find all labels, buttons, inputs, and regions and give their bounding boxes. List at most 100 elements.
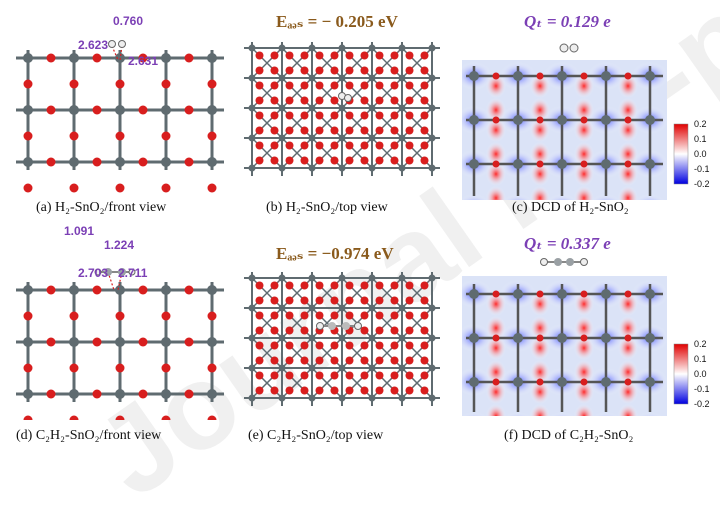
sn-atom bbox=[428, 134, 436, 142]
o-atom bbox=[420, 51, 429, 60]
o-atom bbox=[375, 96, 384, 105]
sn-atom bbox=[557, 71, 567, 81]
o-atom bbox=[375, 311, 384, 320]
o-atom bbox=[330, 341, 339, 350]
o-atom bbox=[360, 51, 369, 60]
caption-a: (a) H₂-SnO₂/front view bbox=[36, 200, 167, 215]
c-atom bbox=[342, 322, 350, 330]
sn-atom bbox=[469, 377, 479, 387]
dcd-map-f bbox=[462, 258, 667, 416]
o-atom bbox=[390, 141, 399, 150]
sn-atom bbox=[338, 164, 346, 172]
sn-atom bbox=[278, 164, 286, 172]
o-atom bbox=[536, 160, 544, 168]
o-atom bbox=[315, 66, 324, 75]
red-accumulation-lobe bbox=[574, 292, 594, 316]
sn-atom bbox=[338, 74, 346, 82]
o-atom bbox=[270, 66, 279, 75]
sn-atom bbox=[398, 164, 406, 172]
o-atom bbox=[360, 311, 369, 320]
sn-atom bbox=[557, 159, 567, 169]
o-atom bbox=[375, 371, 384, 380]
sn-atom bbox=[645, 289, 655, 299]
sn-atom bbox=[428, 44, 436, 52]
o-atom bbox=[255, 281, 264, 290]
o-atom bbox=[315, 126, 324, 135]
sn-atom bbox=[513, 377, 523, 387]
o-atom bbox=[255, 341, 264, 350]
blue-depletion-lobe bbox=[593, 412, 619, 416]
o-atom bbox=[536, 290, 544, 298]
o-atom bbox=[360, 96, 369, 105]
o-atom bbox=[345, 81, 354, 90]
sn-atom bbox=[368, 274, 376, 282]
o-atom bbox=[375, 66, 384, 75]
sn-atom bbox=[469, 333, 479, 343]
o-atom bbox=[315, 386, 324, 395]
o-atom bbox=[92, 105, 102, 115]
sn-atom bbox=[207, 337, 217, 347]
o-atom bbox=[360, 111, 369, 120]
sn-atom bbox=[469, 71, 479, 81]
sn-atom bbox=[368, 364, 376, 372]
sn-atom bbox=[115, 389, 125, 399]
red-accumulation-lobe bbox=[618, 162, 638, 186]
o-atom bbox=[360, 386, 369, 395]
o-atom bbox=[285, 156, 294, 165]
red-accumulation-lobe bbox=[574, 316, 594, 340]
sn-atom bbox=[428, 274, 436, 282]
o-atom bbox=[345, 156, 354, 165]
o-atom bbox=[405, 356, 414, 365]
o-atom bbox=[405, 326, 414, 335]
o-atom bbox=[300, 141, 309, 150]
sn-atom bbox=[161, 105, 171, 115]
o-atom bbox=[23, 131, 33, 141]
panel-e-top-view bbox=[240, 272, 440, 412]
o-atom bbox=[184, 337, 194, 347]
sn-atom bbox=[338, 394, 346, 402]
o-atom bbox=[330, 126, 339, 135]
red-accumulation-lobe bbox=[486, 142, 506, 166]
o-atom bbox=[161, 311, 171, 321]
o-atom bbox=[405, 51, 414, 60]
red-accumulation-lobe bbox=[618, 292, 638, 316]
colorbar-tick: 0.2 bbox=[694, 119, 707, 129]
o-atom bbox=[330, 66, 339, 75]
o-atom bbox=[390, 311, 399, 320]
o-atom bbox=[315, 156, 324, 165]
sn-atom bbox=[248, 134, 256, 142]
h-atom bbox=[128, 268, 136, 276]
o-atom bbox=[345, 111, 354, 120]
o-atom bbox=[255, 296, 264, 305]
sn-atom bbox=[115, 105, 125, 115]
o-atom bbox=[285, 281, 294, 290]
sn-atom bbox=[428, 334, 436, 342]
o-atom bbox=[420, 356, 429, 365]
o-atom bbox=[207, 363, 217, 373]
blue-depletion-lobe bbox=[503, 194, 533, 200]
sn-atom bbox=[161, 53, 171, 63]
o-atom bbox=[285, 311, 294, 320]
o-atom bbox=[285, 111, 294, 120]
o-atom bbox=[285, 51, 294, 60]
sn-atom bbox=[428, 394, 436, 402]
sn-atom bbox=[601, 115, 611, 125]
sn-atom bbox=[23, 53, 33, 63]
sn-atom bbox=[398, 134, 406, 142]
sn-atom bbox=[368, 74, 376, 82]
o-atom bbox=[420, 156, 429, 165]
sn-atom bbox=[338, 274, 346, 282]
o-atom bbox=[375, 81, 384, 90]
o-atom bbox=[405, 81, 414, 90]
red-accumulation-lobe bbox=[618, 118, 638, 142]
o-atom bbox=[360, 341, 369, 350]
o-atom bbox=[330, 296, 339, 305]
caption-b: (b) H₂-SnO₂/top view bbox=[266, 200, 388, 215]
o-atom bbox=[390, 296, 399, 305]
o-atom bbox=[92, 337, 102, 347]
o-atom bbox=[345, 66, 354, 75]
o-atom bbox=[270, 311, 279, 320]
sn-atom bbox=[557, 377, 567, 387]
sn-atom bbox=[469, 115, 479, 125]
sn-atom bbox=[278, 304, 286, 312]
